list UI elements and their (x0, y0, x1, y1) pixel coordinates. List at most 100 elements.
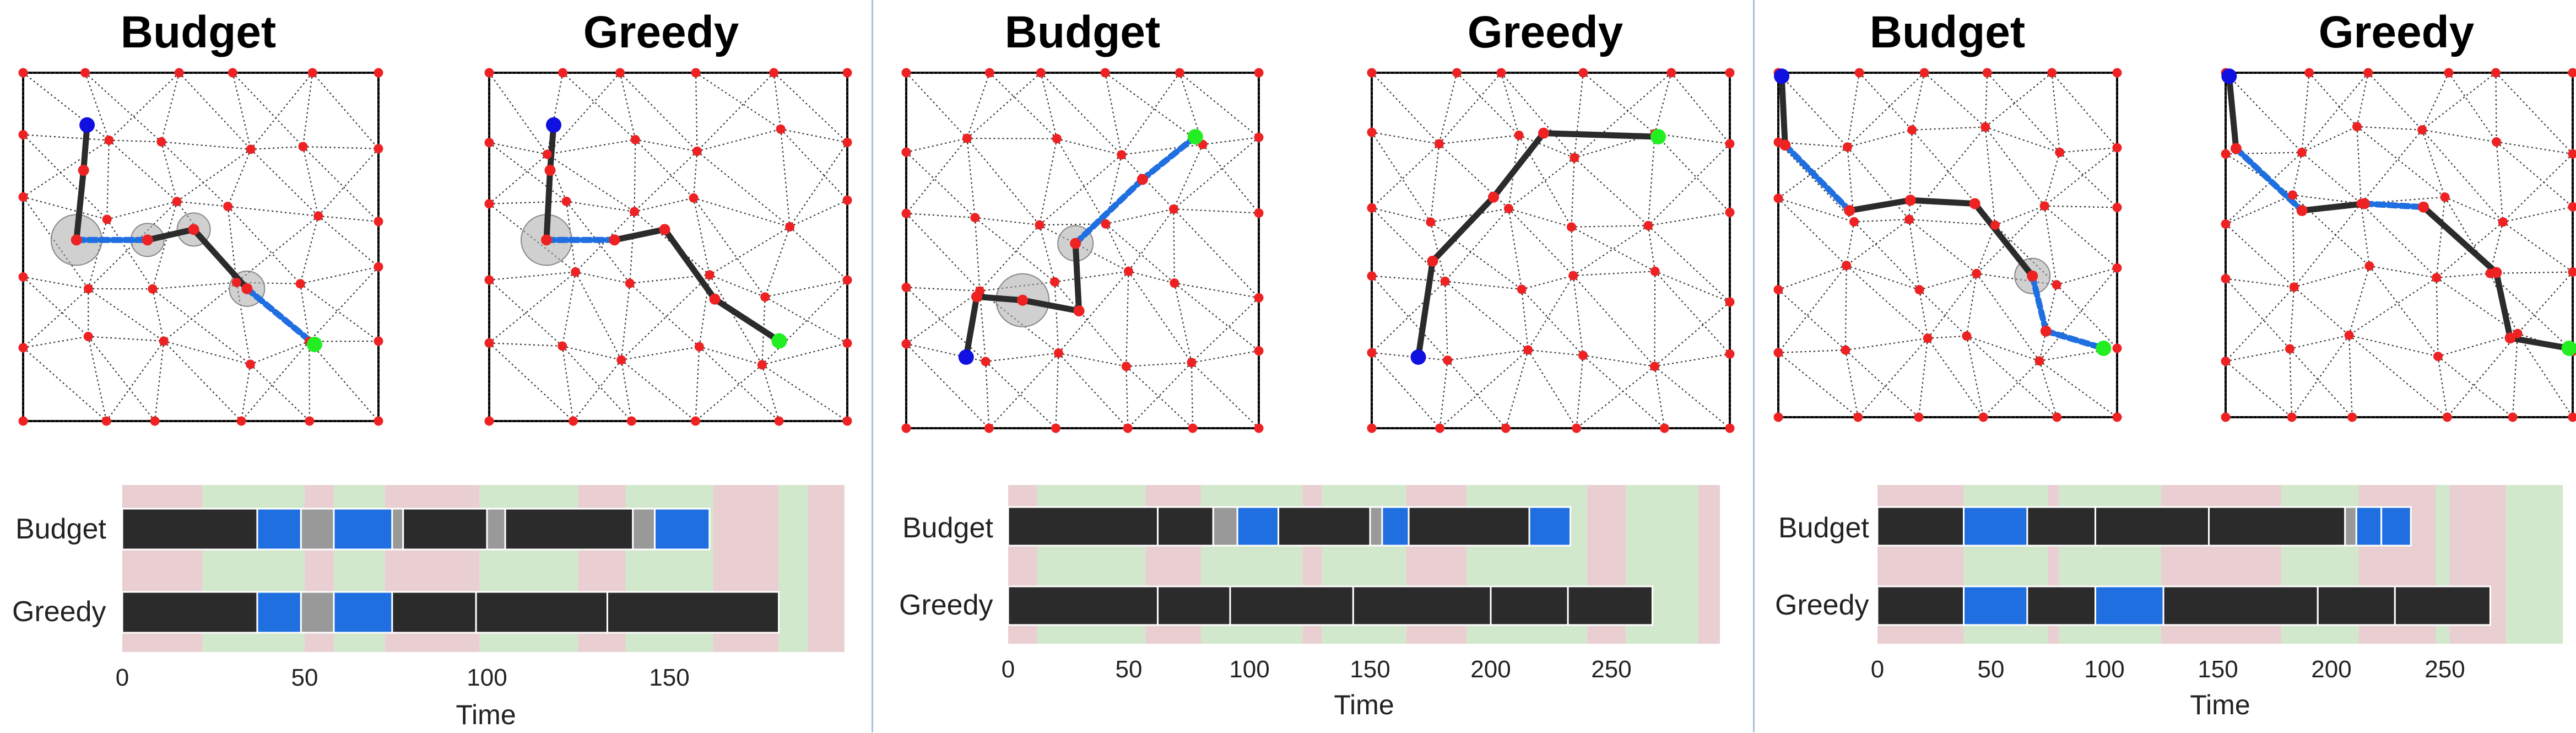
graph-node (308, 68, 317, 78)
graph-node (558, 341, 567, 351)
graph-node (1187, 358, 1196, 367)
graph-edge (697, 129, 781, 151)
graph-node (1849, 217, 1859, 227)
graph-edge (2490, 272, 2573, 274)
graph-edge (1106, 209, 1173, 224)
graph-edge (312, 73, 378, 149)
graph-node (2113, 343, 2122, 353)
graph-edge (1528, 350, 1577, 428)
path-node (2418, 202, 2429, 213)
graph-node (19, 130, 28, 139)
robot-path (1493, 133, 1544, 197)
graph-edge (774, 73, 847, 142)
graph-edge (2226, 362, 2292, 417)
graph-node (1979, 413, 1988, 422)
graph-node (1567, 222, 1576, 231)
graph-node (760, 292, 770, 301)
graph-edge (2060, 148, 2117, 152)
graph-edge (489, 154, 547, 204)
graph-edge (1372, 353, 1448, 360)
graph-node (1725, 139, 1735, 148)
graph-node (1774, 348, 1783, 357)
graph-node (1123, 424, 1133, 433)
graph-node (1660, 424, 1669, 433)
graph-node (2055, 148, 2064, 157)
graph-node (1254, 68, 1264, 78)
graph-edge (1654, 354, 1730, 366)
graph-node (2040, 201, 2049, 211)
graph-edge (694, 198, 790, 227)
graph-edge (232, 73, 251, 149)
graph-node (1504, 204, 1513, 213)
graph-edge (2422, 130, 2445, 197)
graph-node (616, 355, 626, 365)
graph-edge (635, 139, 694, 198)
path-node (545, 165, 556, 176)
graph-edge (2349, 278, 2437, 335)
path-node (1137, 174, 1148, 185)
graph-node (1367, 128, 1377, 137)
graph-node (2364, 261, 2374, 271)
graph-edge (699, 347, 779, 421)
graph-edge (250, 364, 310, 421)
background-window (779, 485, 808, 652)
segment-bar (122, 592, 257, 633)
graph-edge (318, 149, 378, 216)
path-node (2041, 326, 2052, 337)
graph-node (19, 68, 28, 78)
graph-edge (563, 73, 636, 139)
x-tick-label: 50 (1116, 656, 1143, 683)
path-node (142, 234, 153, 245)
graph-node (80, 68, 90, 78)
graph-node (2221, 274, 2231, 283)
segment-bar (1230, 586, 1353, 625)
graph-edge (161, 73, 179, 142)
graph-edge (1846, 266, 1847, 351)
graph-edge (781, 129, 789, 227)
graph-node (2113, 68, 2122, 78)
x-axis-label: Time (456, 699, 516, 731)
map-title-budget: Budget (1837, 7, 2058, 58)
graph-node (571, 267, 580, 277)
path-node (1074, 305, 1085, 316)
graph-edge (1847, 73, 1859, 147)
robot-path (715, 299, 780, 341)
segment-bar (1409, 507, 1529, 546)
graph-edge (2290, 349, 2352, 417)
graph-node (776, 125, 786, 134)
graph-edge (1528, 276, 1573, 350)
graph-node (223, 202, 232, 211)
graph-node (2363, 68, 2373, 78)
graph-edge (2361, 203, 2369, 266)
graph-node (1568, 271, 1578, 281)
graph-edge (2438, 357, 2513, 417)
start-node (2221, 68, 2237, 84)
graph-edge (906, 152, 975, 218)
graph-edge (2503, 207, 2573, 222)
graph-edge (164, 341, 250, 364)
graph-node (2285, 344, 2294, 353)
graph-node (246, 144, 256, 154)
graph-edge (1909, 219, 1995, 225)
graph-node (2491, 68, 2501, 78)
graph-edge (303, 73, 312, 147)
graph-node (631, 135, 640, 144)
graph-edge (250, 341, 309, 364)
start-node (1411, 349, 1426, 365)
graph-edge (1106, 224, 1175, 283)
graph-node (1443, 355, 1452, 365)
segment-bar (392, 592, 476, 633)
graph-node (374, 337, 383, 346)
map-title-greedy: Greedy (1435, 7, 1655, 58)
graph-edge (762, 280, 847, 365)
graph-node (543, 149, 552, 159)
graph-edge (1571, 227, 1573, 276)
goal-node (307, 337, 322, 352)
graph-edge (2290, 349, 2292, 417)
graph-edge (1058, 271, 1128, 353)
graph-edge (1574, 73, 1671, 158)
graph-edge (710, 275, 765, 297)
graph-edge (489, 343, 573, 421)
graph-edge (774, 73, 781, 129)
graph-edge (1985, 73, 1987, 127)
